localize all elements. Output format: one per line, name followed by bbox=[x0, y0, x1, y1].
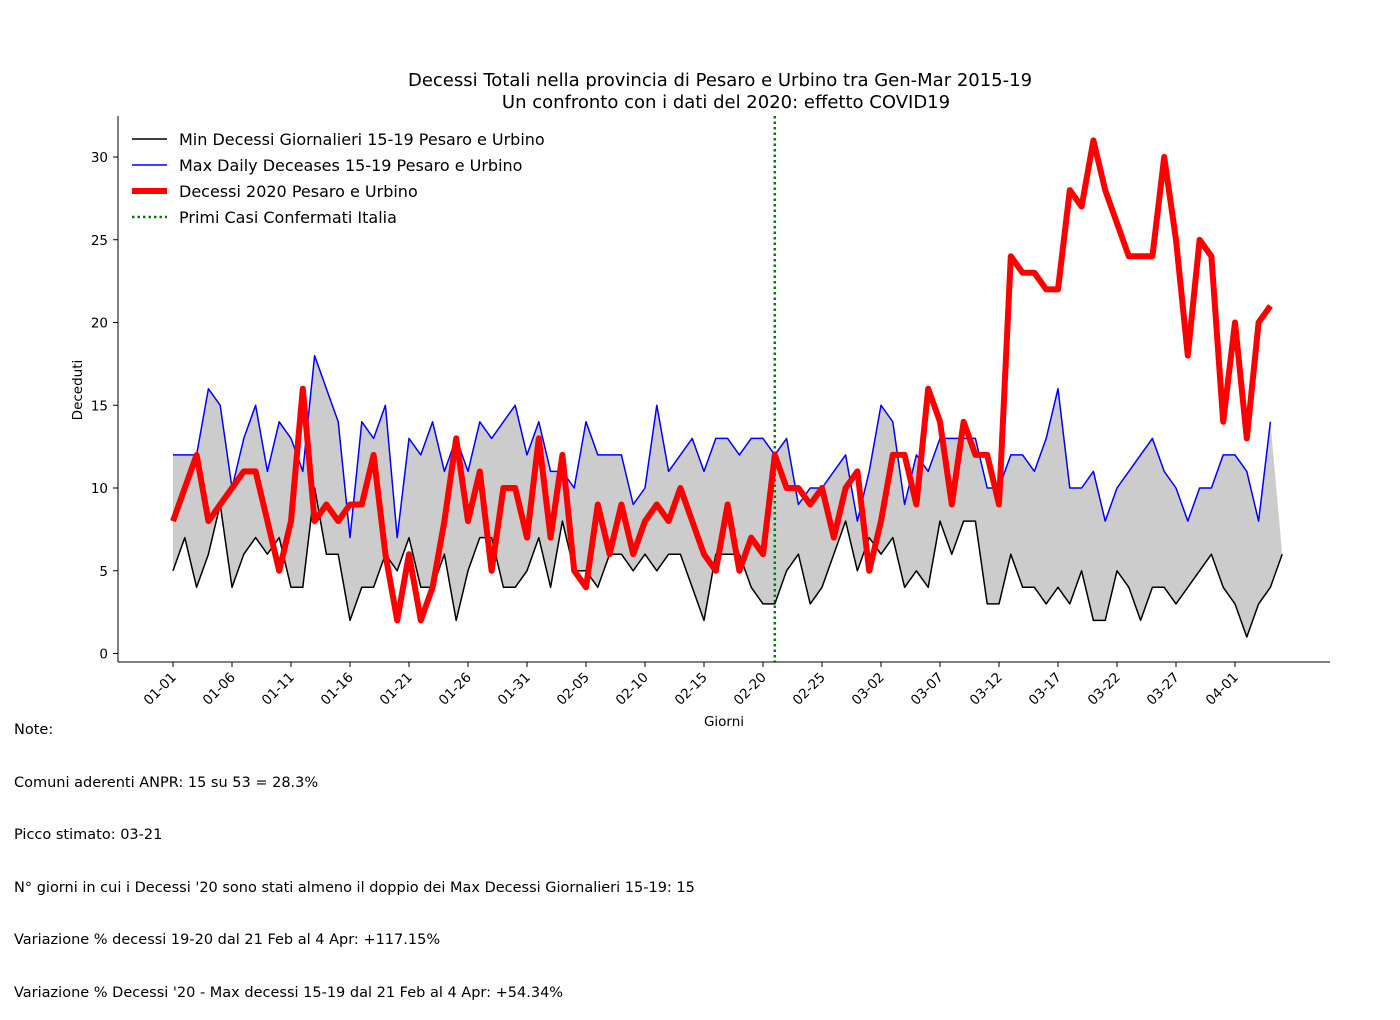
x-tick-label: 03-22 bbox=[1085, 670, 1124, 709]
x-axis-label: Giorni bbox=[704, 714, 744, 730]
legend: Min Decessi Giornalieri 15-19 Pesaro e U… bbox=[132, 130, 545, 227]
legend-label: Decessi 2020 Pesaro e Urbino bbox=[179, 182, 418, 201]
series-line-min bbox=[172, 487, 1283, 638]
chart-title: Decessi Totali nella provincia di Pesaro… bbox=[408, 70, 1032, 91]
min-max-band bbox=[173, 355, 1283, 637]
y-tick-label: 15 bbox=[91, 398, 108, 414]
y-tick-label: 5 bbox=[99, 564, 108, 580]
y-tick-label: 25 bbox=[91, 233, 108, 249]
notes-line-comuni: Comuni aderenti ANPR: 15 su 53 = 28.3% bbox=[14, 774, 319, 791]
x-tick-label: 03-07 bbox=[908, 670, 947, 709]
x-tick-label: 04-01 bbox=[1203, 670, 1242, 709]
chart-subtitle: Un confronto con i dati del 2020: effett… bbox=[502, 92, 950, 113]
legend-label: Min Decessi Giornalieri 15-19 Pesaro e U… bbox=[179, 130, 545, 149]
series-line-d2020 bbox=[170, 137, 1273, 624]
y-tick-label: 10 bbox=[91, 481, 108, 497]
notes-line-picco: Picco stimato: 03-21 bbox=[14, 827, 163, 843]
notes-line-variazione-max: Variazione % Decessi '20 - Max decessi 1… bbox=[14, 984, 564, 1001]
y-tick-label: 30 bbox=[91, 150, 108, 166]
notes-heading: Note: bbox=[14, 722, 54, 738]
notes-line-variazione: Variazione % decessi 19-20 dal 21 Feb al… bbox=[14, 932, 441, 948]
y-tick-label: 20 bbox=[91, 316, 108, 332]
x-tick-label: 03-12 bbox=[967, 670, 1006, 709]
x-tick-label: 03-27 bbox=[1144, 670, 1183, 709]
legend-label: Max Daily Deceases 15-19 Pesaro e Urbino bbox=[179, 156, 522, 175]
plot-area bbox=[170, 116, 1283, 662]
notes-line-giorni: N° giorni in cui i Decessi '20 sono stat… bbox=[14, 879, 695, 896]
x-tick-label: 02-25 bbox=[790, 670, 829, 709]
y-axis-label: Deceduti bbox=[70, 360, 86, 421]
notes: Note: Comuni aderenti ANPR: 15 su 53 = 2… bbox=[14, 687, 695, 1020]
x-tick-label: 03-17 bbox=[1026, 670, 1065, 709]
legend-label: Primi Casi Confermati Italia bbox=[179, 208, 397, 227]
chart: Decessi Totali nella provincia di Pesaro… bbox=[70, 70, 1330, 730]
y-tick-label: 0 bbox=[99, 647, 108, 663]
y-axis-ticks: 0 5 10 15 20 25 30 bbox=[91, 150, 118, 663]
x-tick-label: 02-20 bbox=[731, 670, 770, 709]
series-line-max bbox=[173, 354, 1272, 539]
x-tick-label: 03-02 bbox=[849, 670, 888, 709]
